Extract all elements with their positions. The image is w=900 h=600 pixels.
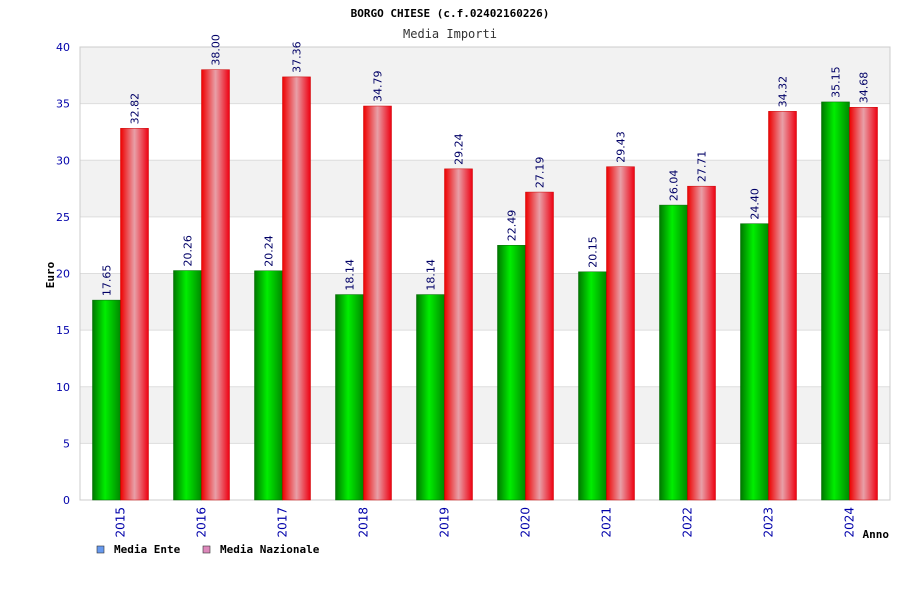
legend-item-media-nazionale: Media Nazionale [202, 543, 320, 556]
y-tick-label: 35 [56, 98, 70, 111]
bar-media-nazionale-2017 [282, 76, 311, 501]
bar-media-nazionale-2021 [606, 166, 635, 501]
bar-value-label: 27.19 [534, 157, 547, 189]
bar-media-ente-2019 [416, 294, 445, 501]
bar-value-label: 18.14 [425, 259, 438, 291]
legend-swatch-media-ente [96, 545, 105, 554]
bar-value-label: 38.00 [210, 34, 223, 66]
bar-media-ente-2015 [92, 299, 121, 501]
bar-media-nazionale-2016 [201, 69, 230, 501]
bar-media-ente-2017 [254, 270, 283, 501]
bar-value-label: 27.71 [696, 151, 709, 183]
bar-media-ente-2023 [740, 223, 769, 501]
bar-value-label: 17.65 [101, 265, 114, 297]
y-tick-label: 15 [56, 324, 70, 337]
bar-media-nazionale-2015 [120, 128, 149, 501]
x-axis-ticks: 2015 2016 2017 2018 2019 2020 2021 2022 2023 2024 [114, 507, 857, 538]
legend-item-media-ente: Media Ente [96, 543, 181, 556]
x-tick-label: 2021 [600, 507, 614, 538]
y-tick-label: 20 [56, 268, 70, 281]
bar-value-label: 20.26 [182, 235, 195, 267]
y-tick-label: 25 [56, 211, 70, 224]
legend-swatch-media-nazionale [202, 545, 211, 554]
bar-media-nazionale-2019 [444, 168, 473, 501]
bar-value-label: 34.68 [858, 72, 871, 104]
plot-frame [79, 46, 891, 501]
bar-media-ente-2018 [335, 294, 364, 501]
bar-value-label: 34.32 [777, 76, 790, 108]
bar-media-nazionale-2018 [363, 105, 392, 501]
bar-media-ente-2020 [497, 245, 526, 501]
legend-label-media-ente: Media Ente [114, 543, 181, 556]
legend: Media Ente Media Nazionale [96, 543, 320, 556]
x-tick-label: 2016 [195, 507, 209, 538]
x-tick-label: 2018 [357, 507, 371, 538]
bar-value-label: 22.49 [506, 210, 519, 242]
x-tick-label: 2019 [438, 507, 452, 538]
bar-media-ente-2024 [821, 101, 850, 501]
bar-media-nazionale-2022 [687, 185, 716, 501]
x-tick-label: 2020 [519, 507, 533, 538]
value-labels: 17.65 32.82 20.26 38.00 20.24 37.36 18.14 34.79… [101, 34, 871, 296]
bar-value-label: 20.24 [263, 235, 276, 267]
bar-value-label: 24.40 [749, 188, 762, 220]
bar-media-ente-2016 [173, 270, 202, 501]
bar-media-nazionale-2023 [768, 111, 797, 501]
x-tick-label: 2024 [843, 507, 857, 538]
y-axis-label: Euro [44, 261, 57, 288]
x-tick-label: 2015 [114, 507, 128, 538]
legend-label-media-nazionale: Media Nazionale [220, 543, 320, 556]
bar-value-label: 32.82 [129, 93, 142, 125]
bar-value-label: 29.43 [615, 131, 628, 163]
y-tick-label: 5 [63, 437, 70, 450]
bar-media-nazionale-2024 [849, 106, 878, 501]
bar-value-label: 20.15 [587, 236, 600, 268]
bars [92, 69, 878, 501]
bar-value-label: 35.15 [830, 66, 843, 98]
bar-value-label: 34.79 [372, 71, 385, 103]
bar-value-label: 29.24 [453, 133, 466, 165]
bar-media-ente-2022 [659, 204, 688, 501]
bar-value-label: 26.04 [668, 170, 681, 202]
x-tick-label: 2022 [681, 507, 695, 538]
x-tick-label: 2017 [276, 507, 290, 538]
y-tick-label: 30 [56, 154, 70, 167]
chart-subtitle: Media Importi [403, 27, 497, 41]
y-tick-label: 40 [56, 41, 70, 54]
x-tick-label: 2023 [762, 507, 776, 538]
bar-media-ente-2021 [578, 271, 607, 501]
bar-value-label: 37.36 [291, 41, 304, 73]
x-axis-label: Anno [863, 528, 890, 541]
y-tick-label: 0 [63, 494, 70, 507]
y-tick-label: 10 [56, 381, 70, 394]
chart-title: BORGO CHIESE (c.f.02402160226) [351, 7, 550, 20]
bar-value-label: 18.14 [344, 259, 357, 291]
bar-media-nazionale-2020 [525, 191, 554, 501]
y-axis-ticks: 0 5 10 15 20 25 30 35 40 [56, 41, 70, 507]
